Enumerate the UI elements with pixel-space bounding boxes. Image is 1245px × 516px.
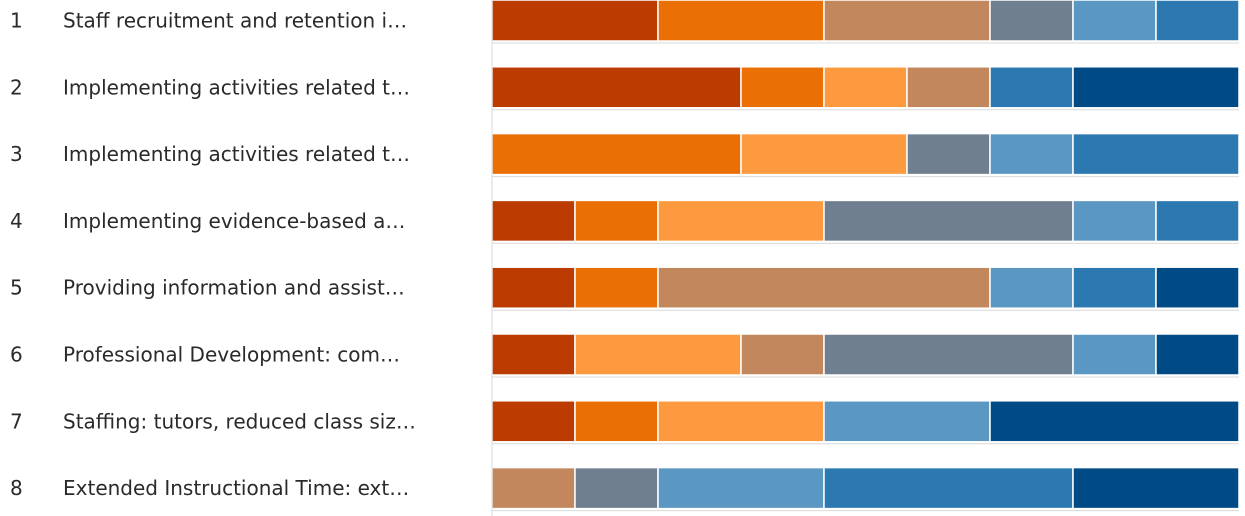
bar-segment[interactable] <box>1072 266 1157 309</box>
bar-segment[interactable] <box>823 333 1074 376</box>
row-labels: 1 Staff recruitment and retention i… 2 Impl… <box>10 9 416 501</box>
bar-segment[interactable] <box>1072 66 1240 109</box>
bar-segment[interactable] <box>491 466 576 510</box>
bar-segment[interactable] <box>823 0 991 42</box>
row-label: Providing information and assist… <box>63 276 405 300</box>
bar-row <box>491 333 1240 376</box>
bar-segment[interactable] <box>657 400 825 443</box>
bar-segment[interactable] <box>989 132 1074 176</box>
row-rank-number: 3 <box>10 142 23 166</box>
bar-segment[interactable] <box>989 400 1240 443</box>
row-label: Staff recruitment and retention i… <box>63 9 407 33</box>
row-label: Implementing activities related t… <box>63 142 410 166</box>
bar-segment[interactable] <box>574 333 742 376</box>
row-rank-number: 6 <box>10 343 23 367</box>
bar-row <box>491 400 1240 443</box>
bar-segment[interactable] <box>574 466 659 510</box>
bar-segment[interactable] <box>657 266 991 309</box>
bar-segment[interactable] <box>574 400 659 443</box>
bar-segment[interactable] <box>657 0 825 42</box>
bar-segment[interactable] <box>823 466 1074 510</box>
bar-rows <box>491 0 1240 516</box>
bar-segment[interactable] <box>740 333 825 376</box>
bar-segment[interactable] <box>823 66 908 109</box>
bar-segment[interactable] <box>740 132 908 176</box>
bar-segment[interactable] <box>906 66 991 109</box>
bar-segment[interactable] <box>1072 466 1240 510</box>
bar-segment[interactable] <box>989 0 1074 42</box>
bar-segment[interactable] <box>1072 333 1157 376</box>
bar-segment[interactable] <box>1155 0 1240 42</box>
bar-segment[interactable] <box>1072 0 1157 42</box>
row-rank-number: 1 <box>10 9 23 33</box>
row-rank-number: 7 <box>10 409 23 433</box>
bar-segment[interactable] <box>491 132 742 176</box>
bar-row <box>491 266 1240 309</box>
bar-segment[interactable] <box>657 466 825 510</box>
bar-row <box>491 0 1240 42</box>
bar-row <box>491 132 1240 176</box>
bar-segment[interactable] <box>491 0 659 42</box>
row-rank-number: 2 <box>10 75 23 99</box>
row-rank-number: 8 <box>10 476 23 500</box>
bar-segment[interactable] <box>491 66 742 109</box>
row-label: Professional Development: com… <box>63 343 400 367</box>
bar-segment[interactable] <box>1155 266 1240 309</box>
bar-segment[interactable] <box>740 66 825 109</box>
bar-segment[interactable] <box>491 333 576 376</box>
row-rank-number: 4 <box>10 209 23 233</box>
row-label: Implementing activities related t… <box>63 75 410 99</box>
bar-segment[interactable] <box>1072 199 1157 243</box>
row-label: Staffing: tutors, reduced class siz… <box>63 409 416 433</box>
bar-row <box>491 66 1240 109</box>
bar-segment[interactable] <box>906 132 991 176</box>
bar-segment[interactable] <box>1155 199 1240 243</box>
bar-segment[interactable] <box>1155 333 1240 376</box>
bar-segment[interactable] <box>491 266 576 309</box>
bar-row <box>491 466 1240 510</box>
bar-segment[interactable] <box>574 199 659 243</box>
row-label: Extended Instructional Time: ext… <box>63 476 409 500</box>
bar-segment[interactable] <box>491 400 576 443</box>
bar-segment[interactable] <box>989 66 1074 109</box>
bar-segment[interactable] <box>1072 132 1240 176</box>
bar-segment[interactable] <box>823 199 1074 243</box>
bar-row <box>491 199 1240 243</box>
row-label: Implementing evidence-based a… <box>63 209 405 233</box>
bar-segment[interactable] <box>657 199 825 243</box>
bar-segment[interactable] <box>491 199 576 243</box>
bar-segment[interactable] <box>823 400 991 443</box>
bar-segment[interactable] <box>574 266 659 309</box>
row-rank-number: 5 <box>10 276 23 300</box>
bar-segment[interactable] <box>989 266 1074 309</box>
